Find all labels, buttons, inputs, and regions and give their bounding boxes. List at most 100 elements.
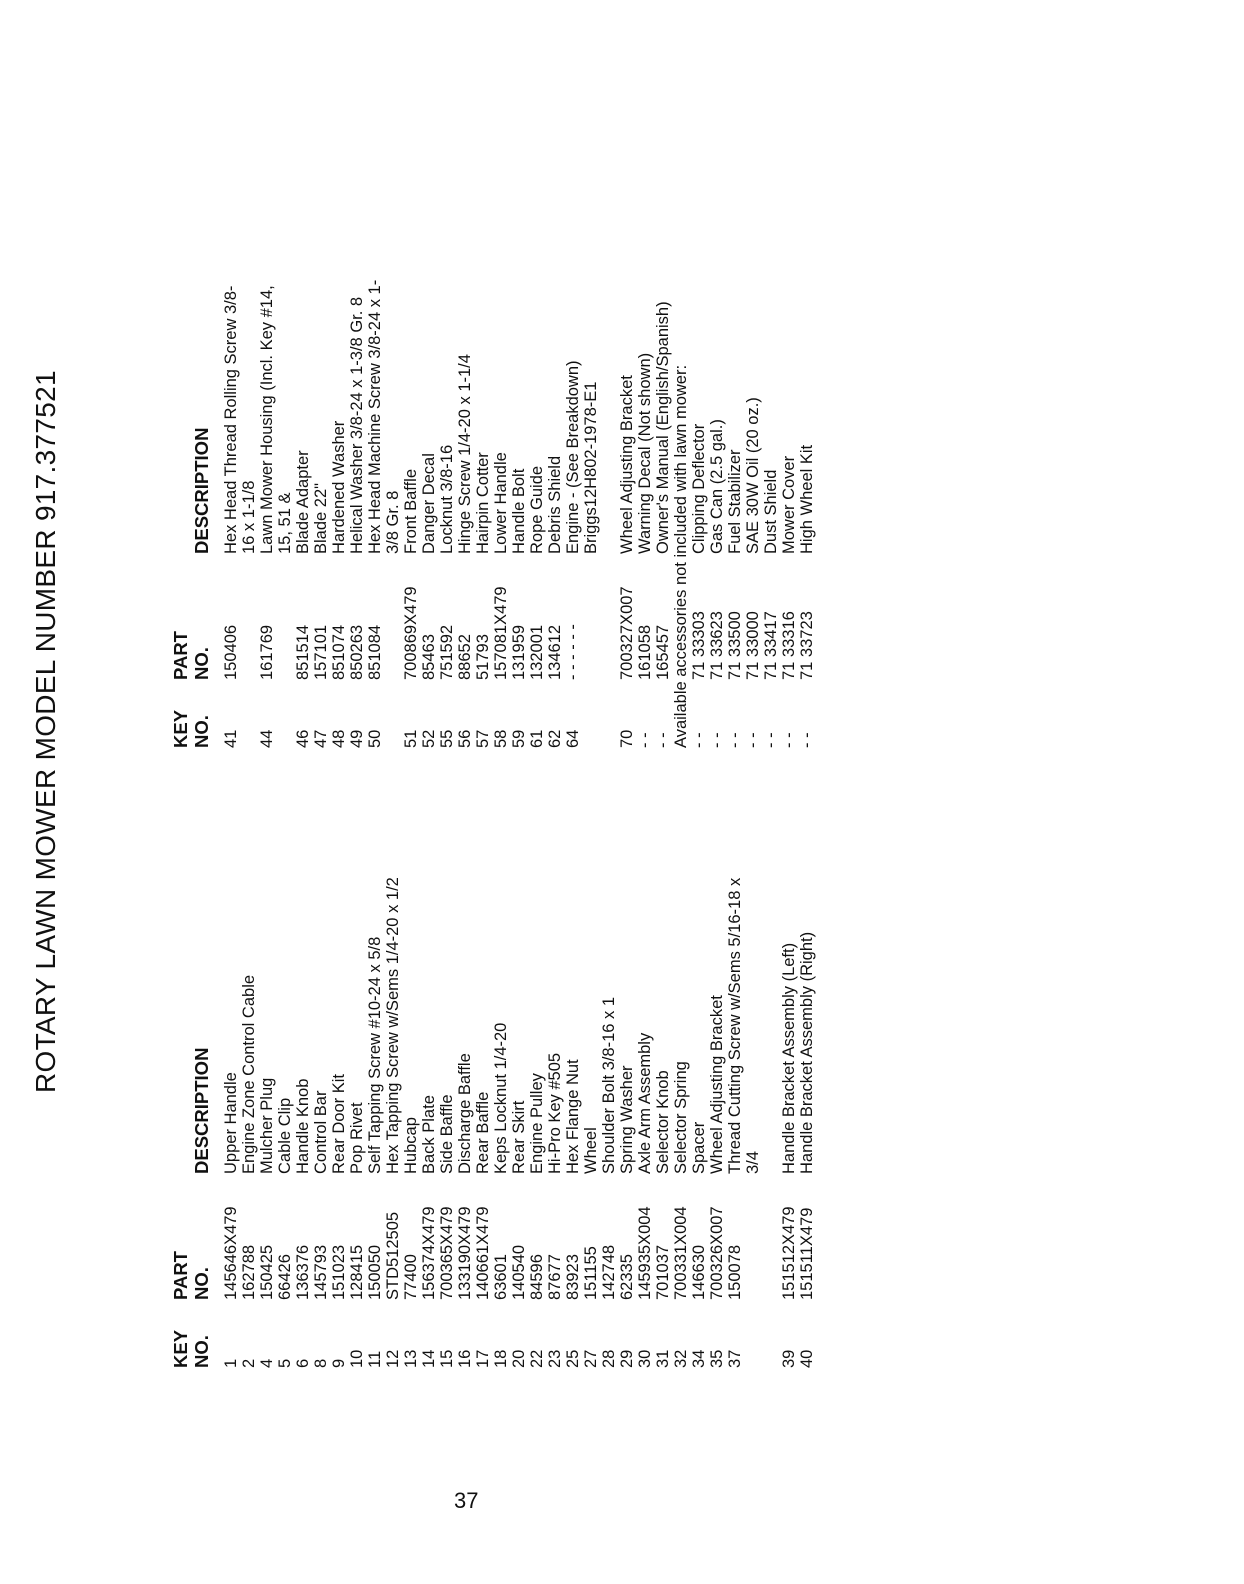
key-no-cell: 30 <box>636 1349 654 1368</box>
description-cell: Wheel Adjusting Bracket <box>618 375 636 554</box>
key-no-cell: 2 <box>240 1358 258 1368</box>
description-cell: Axle Arm Assembly <box>636 1032 654 1174</box>
key-no-cell: 4 <box>258 1358 276 1368</box>
key-no-cell: 48 <box>330 729 348 748</box>
key-no-cell: 6 <box>294 1358 312 1368</box>
description-cell: High Wheel Kit <box>798 444 816 554</box>
description-cell: Hubcap <box>402 1117 420 1174</box>
key-no-cell: 15 <box>438 1349 456 1368</box>
key-no-cell: 59 <box>510 729 528 748</box>
part-no-cell: 66426 <box>276 1254 294 1300</box>
part-no-cell: 71 33500 <box>726 611 744 680</box>
description-cell: Clipping Deflector <box>690 423 708 554</box>
part-no-cell: 77400 <box>402 1254 420 1300</box>
part-no-cell: 157101 <box>312 624 330 680</box>
description-cell: Engine Zone Control Cable <box>240 974 258 1174</box>
description-header: DESCRIPTION <box>191 1047 212 1174</box>
key-no-cell: 22 <box>528 1349 546 1368</box>
key-no-cell: 70 <box>618 729 636 748</box>
key-no-cell: 10 <box>348 1349 366 1368</box>
description-cell: Rear Baffle <box>474 1091 492 1174</box>
key-no-cell: 32 <box>672 1349 690 1368</box>
part-no-cell: 150050 <box>366 1244 384 1300</box>
description-cell: Spring Washer <box>618 1065 636 1174</box>
description-cell: 16 x 1-1/8 <box>240 480 258 554</box>
key-no-cell: 57 <box>474 729 492 748</box>
part-no-cell: 701037 <box>654 1244 672 1300</box>
description-cell: Briggs12H802-1978-E1 <box>582 381 600 554</box>
key-no-cell: 17 <box>474 1349 492 1368</box>
part-no-cell: 151155 <box>582 1246 600 1300</box>
part-no-header: PART NO. <box>170 1251 212 1300</box>
key-no-header: KEY NO. <box>170 709 212 748</box>
description-cell: Side Baffle <box>438 1094 456 1174</box>
key-no-cell: 50 <box>366 729 384 748</box>
description-cell: Self Tapping Screw #10-24 x 5/8 <box>366 936 384 1174</box>
part-no-cell: 151023 <box>330 1244 348 1300</box>
part-no-cell: 161769 <box>258 624 276 680</box>
key-no-cell: 1 <box>222 1358 240 1368</box>
key-no-cell: - - <box>780 732 798 748</box>
part-no-cell: 136376 <box>294 1244 312 1300</box>
part-no-cell: 151511X479 <box>798 1207 816 1300</box>
part-no-cell: 700331X004 <box>672 1206 690 1300</box>
key-no-cell: - - <box>636 732 654 748</box>
key-no-cell: 25 <box>564 1349 582 1368</box>
key-no-cell: 29 <box>618 1349 636 1368</box>
description-cell: Upper Handle <box>222 1072 240 1174</box>
part-no-cell: 140540 <box>510 1244 528 1300</box>
key-no-cell: - - <box>654 732 672 748</box>
description-cell: Helical Washer 3/8-24 x 1-3/8 Gr. 8 <box>348 296 366 554</box>
description-cell: SAE 30W Oil (20 oz.) <box>744 397 762 554</box>
part-no-cell: 62335 <box>618 1254 636 1300</box>
description-cell: Hardened Washer <box>330 420 348 554</box>
description-cell: Dust Shield <box>762 469 780 554</box>
part-no-cell: 146630 <box>690 1244 708 1300</box>
description-cell: Danger Decal <box>420 453 438 554</box>
description-cell: Control Bar <box>312 1090 330 1174</box>
description-cell: Warning Decal (Not shown) <box>636 352 654 554</box>
description-cell: Pop Rivet <box>348 1102 366 1174</box>
part-no-cell: 132001 <box>528 624 546 680</box>
description-cell: Mower Cover <box>780 455 798 554</box>
key-no-cell: 55 <box>438 729 456 748</box>
key-no-cell: 16 <box>456 1349 474 1368</box>
description-cell: Wheel <box>582 1127 600 1174</box>
description-cell: Locknut 3/8-16 <box>438 444 456 554</box>
description-cell: Hex Flange Nut <box>564 1059 582 1174</box>
description-cell: Cable Clip <box>276 1097 294 1174</box>
key-no-cell: 34 <box>690 1349 708 1368</box>
description-cell: Thread Cutting Screw w/Sems 5/16-18 x <box>726 877 744 1174</box>
description-cell: Hinge Screw 1/4-20 x 1-1/4 <box>456 354 474 554</box>
part-no-cell: 87677 <box>546 1254 564 1300</box>
part-no-cell: 851514 <box>294 624 312 680</box>
part-no-cell: 71 33417 <box>762 611 780 680</box>
description-cell: Hex Tapping Screw w/Sems 1/4-20 x 1/2 <box>384 877 402 1174</box>
key-no-cell: 58 <box>492 729 510 748</box>
key-no-cell: - - <box>798 732 816 748</box>
part-no-cell: 150406 <box>222 624 240 680</box>
part-no-cell: 145793 <box>312 1244 330 1300</box>
key-no-cell: 28 <box>600 1349 618 1368</box>
key-no-cell: 9 <box>330 1358 348 1368</box>
key-no-cell: 12 <box>384 1349 402 1368</box>
key-no-cell: 23 <box>546 1349 564 1368</box>
key-no-cell: - - <box>690 732 708 748</box>
part-no-cell: 63601 <box>492 1254 510 1300</box>
part-no-cell: 700326X007 <box>708 1206 726 1300</box>
key-no-cell: 37 <box>726 1349 744 1368</box>
description-cell: Hex Head Machine Screw 3/8-24 x 1- <box>366 279 384 554</box>
description-cell: Selector Spring <box>672 1061 690 1174</box>
key-no-cell: 40 <box>798 1349 816 1368</box>
key-no-cell: 8 <box>312 1358 330 1368</box>
part-no-cell: 850263 <box>348 624 366 680</box>
description-cell: Mulcher Plug <box>258 1077 276 1174</box>
page-number: 37 <box>454 1488 479 1513</box>
key-no-cell: 61 <box>528 729 546 748</box>
part-no-cell: 751592 <box>438 624 456 680</box>
part-no-cell: 851084 <box>366 624 384 680</box>
description-cell: 3/8 Gr. 8 <box>384 490 402 554</box>
part-no-cell: 150078 <box>726 1244 744 1300</box>
part-no-cell: STD512505 <box>384 1211 402 1300</box>
key-no-cell: 39 <box>780 1349 798 1368</box>
